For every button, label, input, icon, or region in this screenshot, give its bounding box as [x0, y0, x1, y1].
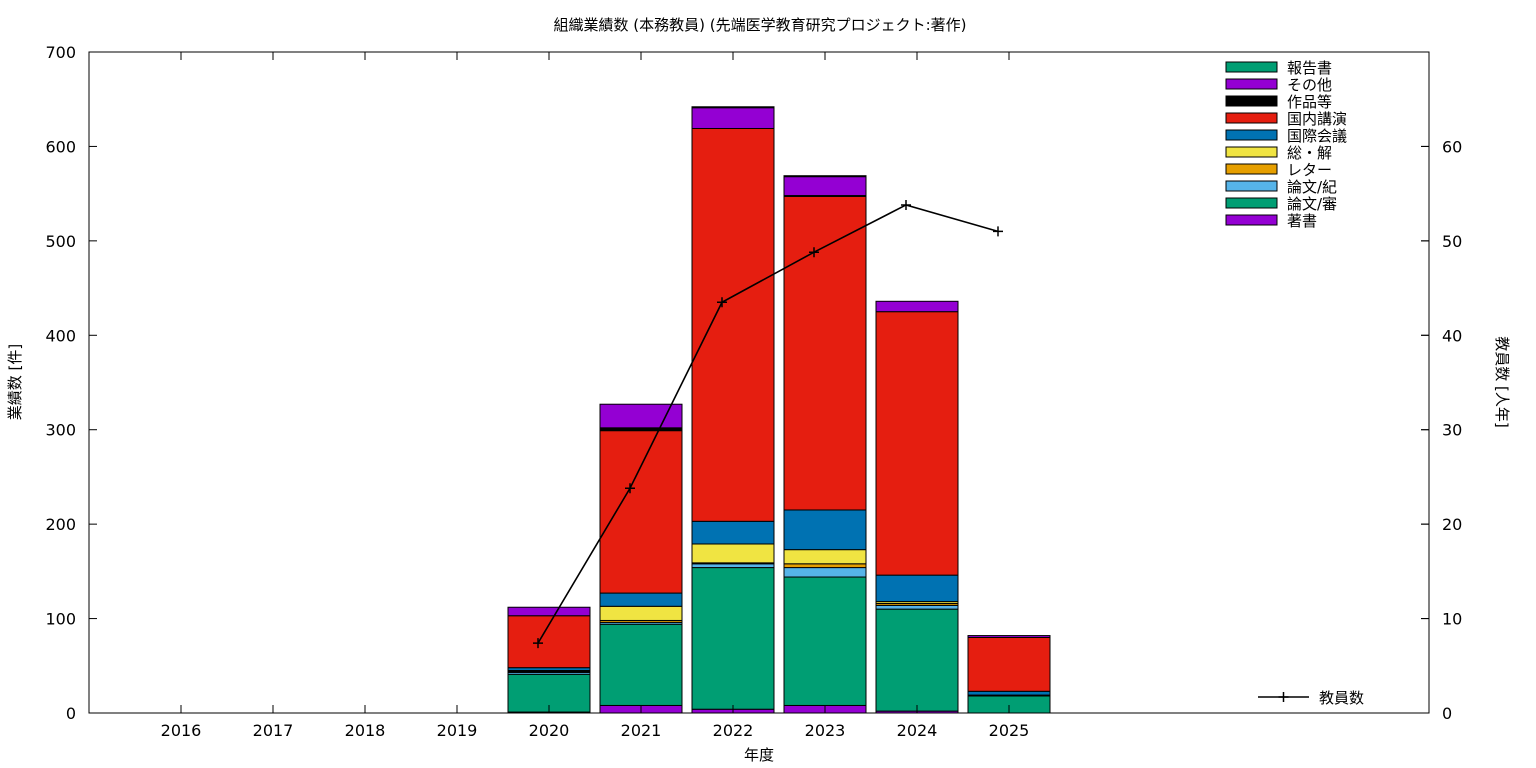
legend-label: 国内講演	[1287, 110, 1347, 128]
y2-tick-label: 10	[1442, 610, 1462, 629]
legend-swatch	[1225, 180, 1278, 192]
bar-segment	[691, 127, 775, 522]
legend-swatch	[1225, 112, 1278, 124]
bar-segment	[507, 606, 591, 617]
x-tick-label: 2021	[621, 721, 662, 740]
x-tick-label: 2023	[805, 721, 846, 740]
bar-segment	[691, 520, 775, 545]
bar-segment	[783, 509, 867, 551]
line-point	[993, 226, 1003, 237]
y-tick-label: 300	[45, 421, 76, 440]
bar-segment	[691, 563, 775, 569]
legend-swatch	[1225, 61, 1278, 73]
bar-segment	[599, 592, 683, 607]
legend-swatch	[1225, 95, 1278, 107]
bar-segment	[599, 605, 683, 621]
line-point	[533, 638, 543, 649]
y2-tick-label: 40	[1442, 326, 1462, 345]
legend-label: 報告書	[1287, 59, 1332, 77]
legend-label: 総・解	[1287, 144, 1332, 162]
y2-axis-title: 教員数 [人年]	[1493, 336, 1511, 427]
y-tick-label: 500	[45, 232, 76, 251]
y-tick-label: 0	[66, 704, 76, 723]
legend-label: その他	[1287, 76, 1332, 94]
bar-segment	[783, 567, 867, 578]
bar-segment	[967, 636, 1051, 692]
bar-segment	[599, 430, 683, 594]
bar-segment	[783, 549, 867, 565]
plot-frame	[88, 51, 1430, 714]
y-tick-label: 700	[45, 43, 76, 62]
legend-line-label: 教員数	[1319, 689, 1364, 707]
bar-segment	[691, 106, 775, 109]
x-tick-label: 2019	[437, 721, 478, 740]
x-tick-label: 2024	[897, 721, 938, 740]
legend-label: 国際会議	[1287, 127, 1347, 145]
bar-segment	[783, 563, 867, 569]
bar-segment	[783, 576, 867, 706]
x-tick-label: 2018	[345, 721, 386, 740]
legend-swatch	[1225, 78, 1278, 90]
bar-segment	[691, 543, 775, 564]
bar-segment	[875, 608, 959, 712]
bar-segment	[967, 690, 1051, 696]
y-axis-title: 業績数 [件]	[6, 344, 24, 420]
bar-segment	[783, 195, 867, 511]
legend-label: 作品等	[1287, 93, 1332, 111]
legend-swatch	[1225, 146, 1278, 158]
bar-segment	[599, 403, 683, 429]
legend-swatch	[1225, 163, 1278, 175]
y-tick-label: 100	[45, 610, 76, 629]
x-tick-label: 2025	[989, 721, 1030, 740]
bar-segment	[783, 176, 867, 197]
x-tick-label: 2016	[161, 721, 202, 740]
legend-label: レター	[1287, 161, 1332, 179]
legend-swatch	[1225, 197, 1278, 209]
y2-tick-label: 0	[1442, 704, 1452, 723]
legend-label: 論文/審	[1287, 195, 1337, 213]
legend-swatch	[1225, 129, 1278, 141]
line-point	[901, 199, 911, 210]
line-point	[809, 247, 819, 258]
legend-swatch	[1225, 214, 1278, 226]
bar-segment	[875, 604, 959, 610]
line-series	[537, 204, 999, 644]
line-point	[625, 483, 635, 494]
x-tick-label: 2022	[713, 721, 754, 740]
bar-segment	[599, 623, 683, 706]
y2-tick-label: 20	[1442, 515, 1462, 534]
bar-segment	[691, 567, 775, 710]
y2-tick-label: 50	[1442, 232, 1462, 251]
line-point	[717, 297, 727, 308]
x-tick-label: 2020	[529, 721, 570, 740]
legend-label: 論文/紀	[1287, 178, 1337, 196]
bar-segment	[783, 175, 867, 178]
y2-tick-label: 60	[1442, 137, 1462, 156]
y-tick-label: 600	[45, 137, 76, 156]
bar-segment	[967, 635, 1051, 638]
bar-segment	[875, 574, 959, 603]
y-tick-label: 400	[45, 326, 76, 345]
y2-tick-label: 30	[1442, 421, 1462, 440]
x-axis-title: 年度	[744, 746, 774, 764]
chart-title: 組織業績数 (本務教員) (先端医学教育研究プロジェクト:著作)	[553, 16, 966, 34]
y-tick-label: 200	[45, 515, 76, 534]
legend-line-marker	[1278, 692, 1289, 702]
legend-label: 著書	[1287, 212, 1317, 230]
bar-segment	[875, 311, 959, 576]
bar-segment	[875, 300, 959, 313]
x-tick-label: 2017	[253, 721, 294, 740]
bar-segment	[691, 107, 775, 129]
